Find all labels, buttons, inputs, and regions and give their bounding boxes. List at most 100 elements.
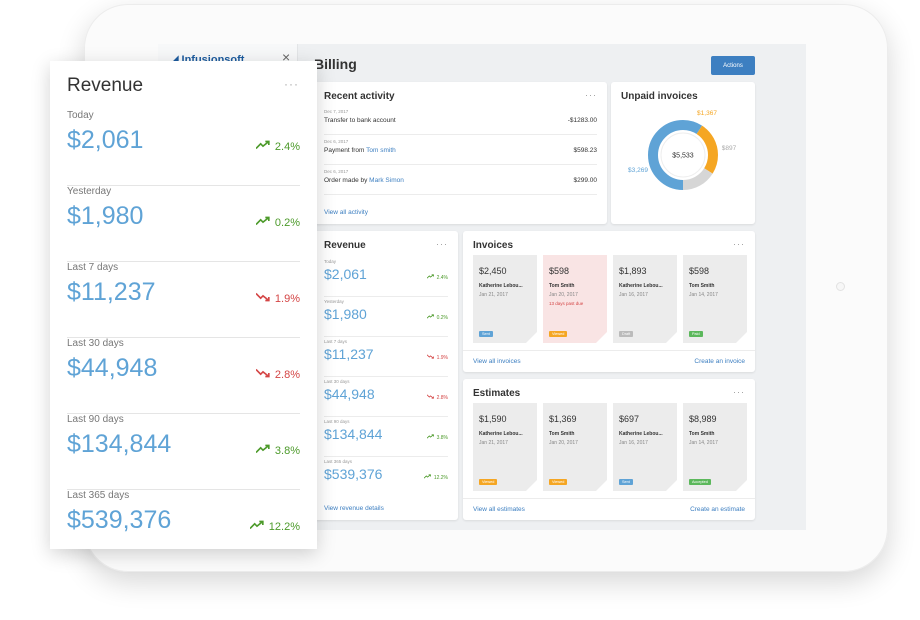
trend-up-icon <box>249 520 264 533</box>
trend-up-icon <box>255 140 270 153</box>
donut-segment <box>648 120 718 190</box>
revenue-row[interactable]: Last 90 days $134,844 3.8% <box>324 417 448 457</box>
revenue-panel-more-icon[interactable]: ··· <box>284 77 299 91</box>
revenue-panel-change: 0.2% <box>255 216 300 229</box>
revenue-panel-row[interactable]: Last 365 days $539,376 12.2% <box>67 490 300 566</box>
invoice-tile[interactable]: $1,893 Katherine Lebou... Jan 16, 2017 Draf… <box>613 255 677 343</box>
page-title: Billing <box>314 56 357 72</box>
revenue-card: Revenue ··· Today $2,061 2.4% Yesterday $1,9… <box>314 231 458 520</box>
revenue-period-label: Last 365 days <box>324 459 353 464</box>
status-badge: Accepted <box>689 479 711 485</box>
revenue-panel-change-value: 3.8% <box>274 444 300 457</box>
activity-row[interactable]: Dec 6, 2017 Order made by Mark Simon $299.… <box>324 166 597 195</box>
invoice-tile[interactable]: $598 Tom Smith Jan 20, 2017 13 days past du… <box>543 255 607 343</box>
view-all-estimates-link[interactable]: View all estimates <box>473 506 525 513</box>
estimates-more-icon[interactable]: ··· <box>733 387 745 397</box>
revenue-value: $2,061 <box>324 266 367 282</box>
activity-person-link[interactable]: Tom smith <box>366 147 396 154</box>
tile-amount: $8,989 <box>689 414 717 424</box>
revenue-panel-row[interactable]: Last 7 days $11,237 1.9% <box>67 262 300 338</box>
create-estimate-link[interactable]: Create an estimate <box>690 506 745 513</box>
revenue-row[interactable]: Today $2,061 2.4% <box>324 257 448 297</box>
revenue-panel-change: 12.2% <box>249 520 300 533</box>
tile-folded-corner <box>596 332 607 343</box>
trend-down-icon <box>255 368 270 381</box>
revenue-panel-change: 2.8% <box>255 368 300 381</box>
revenue-row[interactable]: Last 30 days $44,948 2.8% <box>324 377 448 417</box>
revenue-change-value: 12.2% <box>433 474 448 481</box>
activity-amount: -$1283.00 <box>567 117 597 124</box>
revenue-row[interactable]: Last 365 days $539,376 12.2% <box>324 457 448 497</box>
revenue-row[interactable]: Yesterday $1,980 0.2% <box>324 297 448 337</box>
activity-row[interactable]: Dec 6, 2017 Payment from Tom smith $598.23 <box>324 136 597 165</box>
create-invoice-link[interactable]: Create an invoice <box>694 358 745 365</box>
revenue-panel-change: 2.4% <box>255 140 300 153</box>
revenue-panel-row[interactable]: Last 90 days $134,844 3.8% <box>67 414 300 490</box>
tile-customer-name: Tom Smith <box>549 431 575 437</box>
revenue-panel-change-value: 2.8% <box>274 368 300 381</box>
view-revenue-details-link[interactable]: View revenue details <box>324 505 384 512</box>
revenue-panel-value: $2,061 <box>67 126 144 154</box>
recent-activity-more-icon[interactable]: ··· <box>585 90 597 100</box>
view-all-activity-link[interactable]: View all activity <box>324 209 368 216</box>
tile-amount: $1,893 <box>619 266 647 276</box>
invoice-tile[interactable]: $598 Tom Smith Jan 14, 2017 Paid <box>683 255 747 343</box>
revenue-panel-period: Last 30 days <box>67 338 124 349</box>
activity-description: Order made by Mark Simon <box>324 177 404 184</box>
donut-center <box>660 132 706 178</box>
actions-button[interactable]: Actions <box>711 56 755 75</box>
activity-text: Transfer to bank account <box>324 117 396 124</box>
trend-up-icon <box>426 434 434 441</box>
tablet-home-button <box>836 282 845 291</box>
invoices-title: Invoices <box>473 240 514 251</box>
revenue-change: 3.8% <box>426 434 448 441</box>
revenue-change: 0.2% <box>426 314 448 321</box>
revenue-period-label: Last 90 days <box>324 419 350 424</box>
revenue-row[interactable]: Last 7 days $11,237 1.9% <box>324 337 448 377</box>
donut-label-sent: $1,367 <box>697 110 717 117</box>
tile-amount: $1,590 <box>479 414 507 424</box>
revenue-panel-row[interactable]: Last 30 days $44,948 2.8% <box>67 338 300 414</box>
estimate-tile[interactable]: $1,369 Tom Smith Jan 20, 2017 Viewed <box>543 403 607 491</box>
estimate-tile[interactable]: $1,590 Katherine Lebou... Jan 21, 2017 View… <box>473 403 537 491</box>
tile-folded-corner <box>526 332 537 343</box>
tile-date: Jan 14, 2017 <box>689 292 718 298</box>
tile-folded-corner <box>736 480 747 491</box>
activity-description: Transfer to bank account <box>324 117 396 124</box>
revenue-panel-change: 1.9% <box>255 292 300 305</box>
invoices-card: Invoices ··· $2,450 Katherine Lebou... Jan… <box>463 231 755 372</box>
tile-folded-corner <box>666 480 677 491</box>
tile-folded-corner <box>596 480 607 491</box>
tile-customer-name: Tom Smith <box>689 283 715 289</box>
activity-amount: $299.00 <box>573 177 598 184</box>
revenue-panel: Revenue ··· Today $2,061 2.4% Yesterday $1,9… <box>50 61 317 549</box>
revenue-change: 2.4% <box>426 274 448 281</box>
close-icon[interactable]: × <box>282 49 291 65</box>
activity-row[interactable]: Dec 7, 2017 Transfer to bank account -$128… <box>324 106 597 135</box>
revenue-change-value: 3.8% <box>436 434 448 441</box>
invoice-tile[interactable]: $2,450 Katherine Lebou... Jan 21, 2017 Sent <box>473 255 537 343</box>
estimate-tile[interactable]: $697 Katherine Lebou... Jan 16, 2017 Sent <box>613 403 677 491</box>
view-all-invoices-link[interactable]: View all invoices <box>473 358 521 365</box>
activity-date: Dec 6, 2017 <box>324 169 349 174</box>
revenue-change: 12.2% <box>423 474 448 481</box>
revenue-card-more-icon[interactable]: ··· <box>436 239 448 249</box>
tile-amount: $2,450 <box>479 266 507 276</box>
revenue-panel-period: Yesterday <box>67 186 112 197</box>
donut-center-total: $5,533 <box>672 153 694 160</box>
tile-amount: $598 <box>689 266 710 276</box>
revenue-panel-row[interactable]: Yesterday $1,980 0.2% <box>67 186 300 262</box>
revenue-panel-row[interactable]: Today $2,061 2.4% <box>67 110 300 186</box>
tile-customer-name: Tom Smith <box>689 431 715 437</box>
trend-up-icon <box>423 474 431 481</box>
activity-description: Payment from Tom smith <box>324 147 396 154</box>
invoices-more-icon[interactable]: ··· <box>733 239 745 249</box>
estimate-tile[interactable]: $8,989 Tom Smith Jan 14, 2017 Accepted <box>683 403 747 491</box>
unpaid-donut-chart: $5,533 $3,269 $1,367 $897 <box>628 110 737 190</box>
revenue-panel-value: $44,948 <box>67 354 158 382</box>
activity-person-link[interactable]: Mark Simon <box>369 177 404 184</box>
status-badge: Sent <box>479 331 493 337</box>
revenue-period-label: Yesterday <box>324 299 344 304</box>
revenue-change: 1.9% <box>426 354 448 361</box>
estimates-title: Estimates <box>473 388 521 399</box>
